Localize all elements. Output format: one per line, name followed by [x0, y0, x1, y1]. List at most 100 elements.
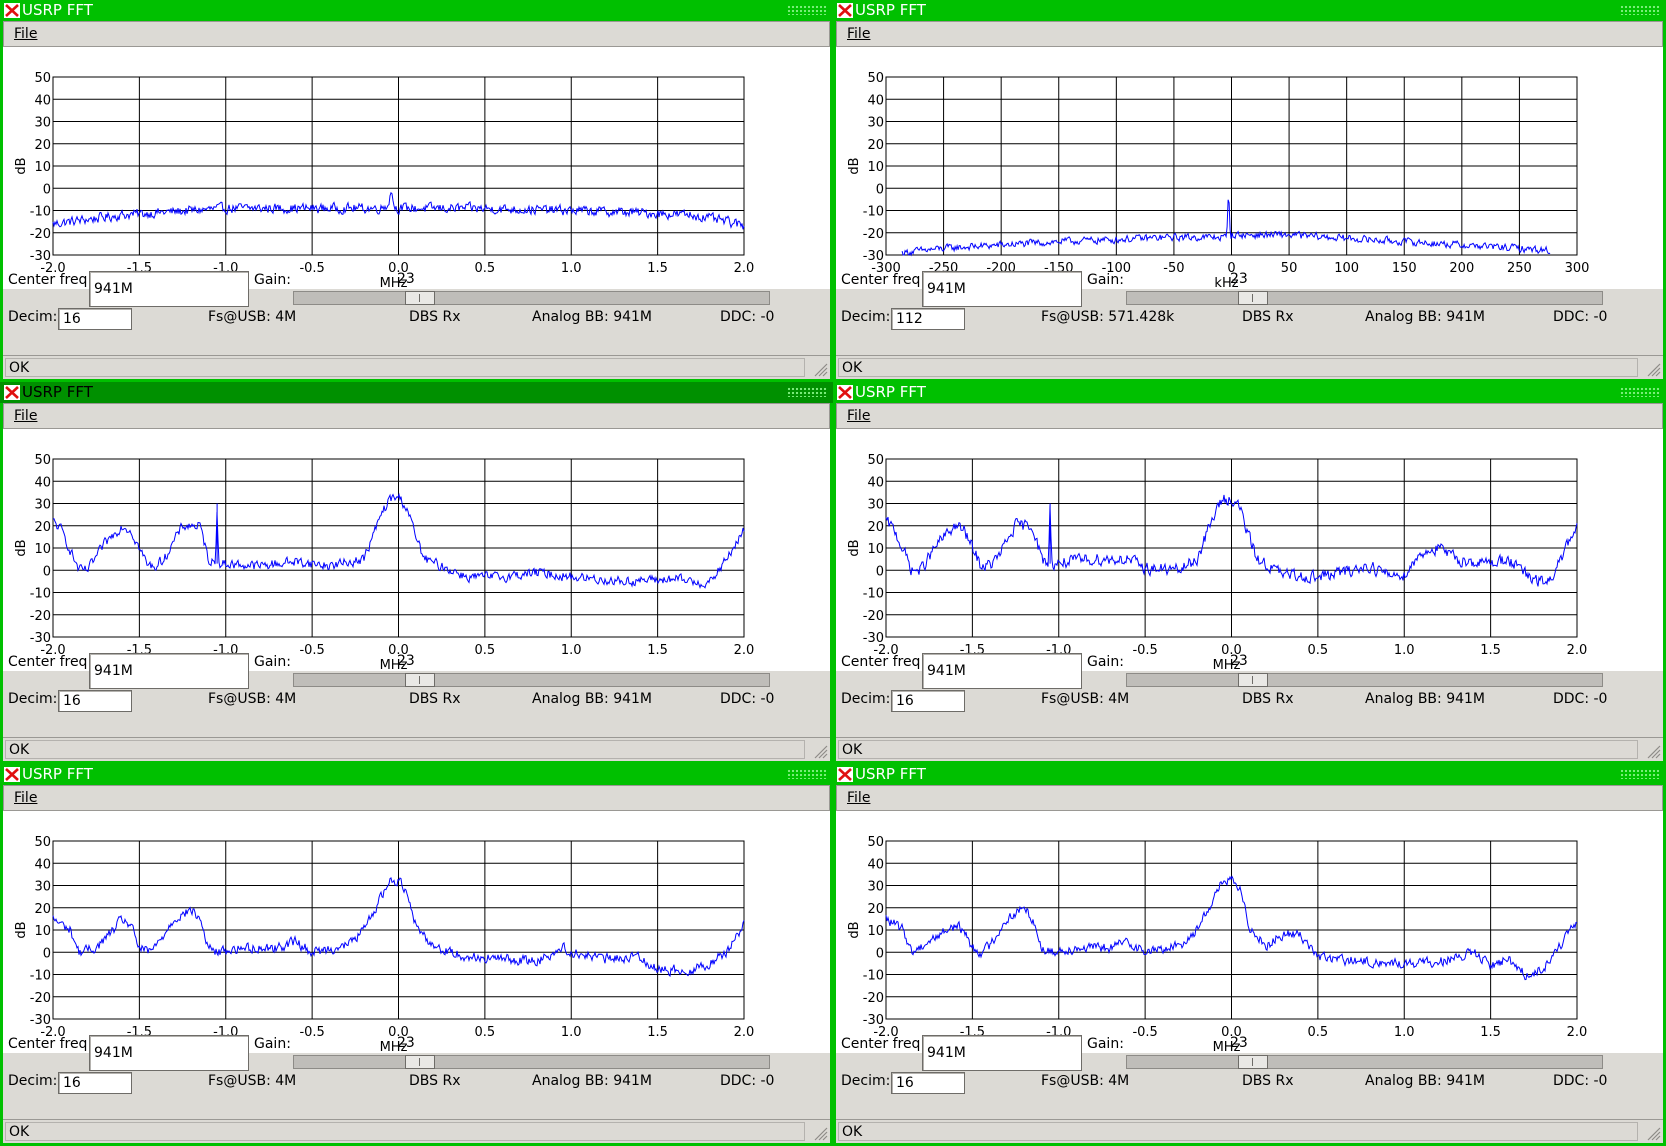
y-tick-label: 40	[34, 475, 51, 490]
window-client: File -2.0 -1.5 -1.0 -0.5 0.0 0.5 1.0 1.5 2.0 -30 -2…	[3, 785, 830, 1143]
y-tick-label: 20	[34, 520, 51, 535]
resize-grip-icon[interactable]	[812, 361, 828, 377]
title-grip-pattern	[1620, 5, 1660, 15]
center-freq-input[interactable]	[922, 653, 1082, 689]
file-menu-label: File	[14, 26, 38, 42]
y-tick-label: -20	[863, 991, 884, 1006]
gain-slider-thumb[interactable]	[1238, 673, 1268, 687]
title-grip-pattern	[787, 387, 827, 397]
decim-input[interactable]	[891, 308, 965, 330]
x-tick-label: 0.0	[1221, 643, 1242, 658]
close-icon[interactable]	[837, 3, 853, 18]
center-freq-input[interactable]	[89, 653, 249, 689]
spectrum-chart: -2.0 -1.5 -1.0 -0.5 0.0 0.5 1.0 1.5 2.0-30-20-10…	[14, 453, 754, 671]
gain-slider[interactable]	[1126, 291, 1603, 305]
title-bar[interactable]: USRP FFT	[833, 382, 1666, 403]
gain-slider-thumb[interactable]	[1238, 291, 1268, 305]
file-menu[interactable]: File	[14, 789, 37, 807]
close-icon[interactable]	[837, 767, 853, 782]
y-axis-label: dB	[14, 539, 29, 556]
title-bar[interactable]: USRP FFT	[0, 764, 833, 785]
y-tick-label: 30	[34, 880, 51, 895]
center-freq-input[interactable]	[922, 1035, 1082, 1071]
x-axis-label: MHz	[380, 1040, 408, 1053]
resize-grip-icon[interactable]	[812, 1125, 828, 1141]
x-tick-label: -0.5	[1132, 643, 1157, 658]
center-freq-input[interactable]	[89, 1035, 249, 1071]
decim-input[interactable]	[58, 308, 132, 330]
fft-plot: -2.0 -1.5 -1.0 -0.5 0.0 0.5 1.0 1.5 2.0 -30 -20 -10…	[836, 811, 1663, 1053]
usrp-fft-window: USRP FFT File -2.0 -1.5 -1.0 -0.5 0.0 0.5 1.0 1.5…	[0, 382, 833, 764]
gain-slider[interactable]	[1126, 673, 1603, 687]
file-menu[interactable]: File	[14, 407, 37, 425]
gain-slider-thumb[interactable]	[405, 1055, 435, 1069]
x-tick-label: 1.0	[1394, 643, 1415, 658]
title-grip-pattern	[1620, 387, 1660, 397]
file-menu-label: File	[14, 408, 38, 424]
file-menu-label: File	[847, 790, 871, 806]
y-tick-label: 30	[867, 880, 884, 895]
title-bar[interactable]: USRP FFT	[0, 0, 833, 21]
resize-grip-icon[interactable]	[1645, 743, 1661, 759]
gain-slider[interactable]	[293, 673, 770, 687]
gain-label: Gain:	[254, 1036, 291, 1052]
resize-grip-icon[interactable]	[1645, 361, 1661, 377]
spectrum-chart: -2.0 -1.5 -1.0 -0.5 0.0 0.5 1.0 1.5 2.0-30-20-10…	[14, 835, 754, 1053]
gain-slider[interactable]	[293, 1055, 770, 1069]
decim-input[interactable]	[891, 1072, 965, 1094]
gain-slider-thumb[interactable]	[1238, 1055, 1268, 1069]
x-axis-label: MHz	[1213, 658, 1241, 671]
file-menu[interactable]: File	[847, 25, 870, 43]
usrp-fft-window: USRP FFT File -2.0 -1.5 -1.0 -0.5 0.0 0.5 1.0 1.5…	[0, 0, 833, 382]
close-icon[interactable]	[4, 3, 20, 18]
file-menu[interactable]: File	[847, 407, 870, 425]
usrp-fft-window: USRP FFT File -2.0 -1.5 -1.0 -0.5 0.0 0.5 1.0 1.5…	[833, 764, 1666, 1146]
y-tick-label: 30	[34, 116, 51, 131]
x-tick-label: 150	[1392, 261, 1417, 276]
decim-input[interactable]	[58, 690, 132, 712]
decim-input[interactable]	[58, 1072, 132, 1094]
gain-value: 23	[397, 1035, 415, 1051]
y-tick-label: 50	[34, 835, 51, 850]
close-icon[interactable]	[4, 767, 20, 782]
x-tick-label: 1.0	[561, 643, 582, 658]
fs-usb-readout: Fs@USB: 4M	[1041, 1073, 1130, 1089]
gain-slider[interactable]	[293, 291, 770, 305]
center-freq-input[interactable]	[922, 271, 1082, 307]
gain-slider-thumb[interactable]	[405, 673, 435, 687]
y-tick-label: -20	[30, 991, 51, 1006]
resize-grip-icon[interactable]	[812, 743, 828, 759]
usrp-fft-window: USRP FFT File -2.0 -1.5 -1.0 -0.5 0.0 0.5 1.0 1.5…	[0, 764, 833, 1146]
gain-slider[interactable]	[1126, 1055, 1603, 1069]
window-title: USRP FFT	[22, 765, 93, 783]
center-freq-input[interactable]	[89, 271, 249, 307]
file-menu[interactable]: File	[847, 789, 870, 807]
resize-grip-icon[interactable]	[1645, 1125, 1661, 1141]
y-tick-label: -30	[30, 1013, 51, 1028]
y-tick-label: -30	[863, 631, 884, 646]
close-icon[interactable]	[4, 385, 20, 400]
y-tick-label: -30	[863, 1013, 884, 1028]
title-bar[interactable]: USRP FFT	[833, 764, 1666, 785]
title-bar[interactable]: USRP FFT	[833, 0, 1666, 21]
y-tick-label: 50	[867, 453, 884, 468]
status-text: OK	[9, 360, 30, 376]
spectrum-trace	[885, 875, 1578, 981]
y-tick-label: 50	[34, 453, 51, 468]
decim-label: Decim:	[8, 691, 58, 707]
status-text: OK	[842, 742, 863, 758]
plot-frame	[885, 840, 1578, 1020]
x-tick-label: 50	[1281, 261, 1298, 276]
x-tick-label: -2.0	[40, 643, 65, 658]
title-bar[interactable]: USRP FFT	[0, 382, 833, 403]
fs-usb-readout: Fs@USB: 4M	[208, 309, 297, 325]
y-tick-label: 0	[43, 946, 51, 961]
center-freq-label: Center freq:	[8, 1036, 93, 1052]
file-menu[interactable]: File	[14, 25, 37, 43]
decim-input[interactable]	[891, 690, 965, 712]
usrp-fft-window: USRP FFT File -300 -250 -200 -150 -100 -50 0 50 10…	[833, 0, 1666, 382]
gain-slider-thumb[interactable]	[405, 291, 435, 305]
spectrum-trace	[885, 494, 1578, 587]
close-icon[interactable]	[837, 385, 853, 400]
window-client: File -2.0 -1.5 -1.0 -0.5 0.0 0.5 1.0 1.5 2.0 -30 -2…	[3, 21, 830, 379]
